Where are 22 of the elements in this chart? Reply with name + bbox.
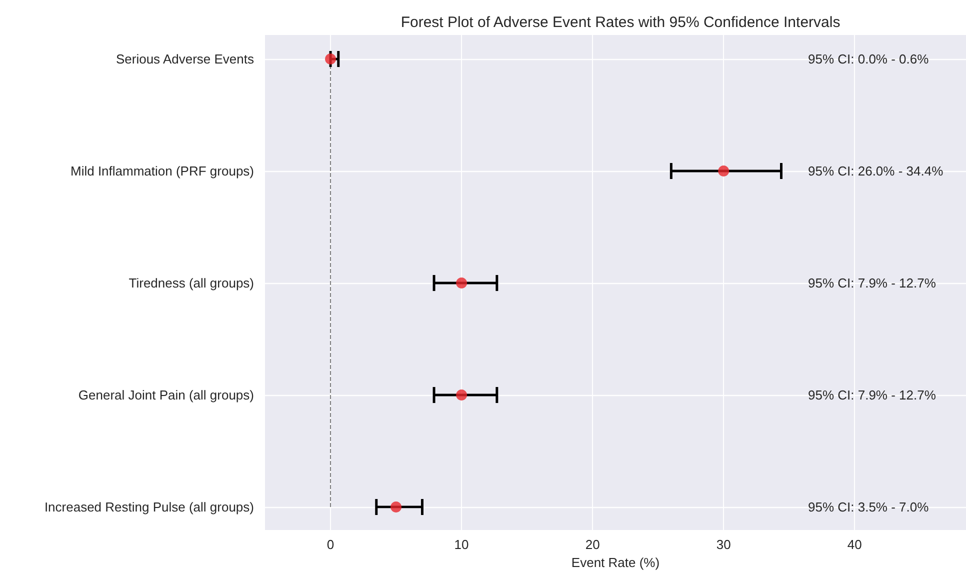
- y-tick-label: General Joint Pain (all groups): [78, 388, 254, 402]
- annotation: 95% CI: 26.0% - 34.4%: [808, 164, 944, 178]
- point: [325, 54, 336, 64]
- y-tick-label: Tiredness (all groups): [128, 276, 254, 290]
- y-tick-label: Mild Inflammation (PRF groups): [70, 164, 254, 178]
- x-tick-label: 0: [326, 537, 334, 552]
- point: [456, 278, 468, 288]
- point: [456, 390, 468, 400]
- annotation: 95% CI: 0.0% - 0.6%: [808, 52, 930, 66]
- annotation: 95% CI: 7.9% - 12.7%: [808, 388, 936, 402]
- point: [718, 166, 730, 176]
- x-axis-title: Event Rate (%): [571, 555, 660, 570]
- y-tick-label: Serious Adverse Events: [116, 52, 254, 66]
- annotation: 95% CI: 3.5% - 7.0%: [808, 500, 930, 514]
- point: [390, 502, 402, 512]
- y-tick-label: Increased Resting Pulse (all groups): [44, 500, 254, 514]
- x-tick-label: 30: [716, 537, 731, 552]
- x-tick-label: 40: [847, 537, 862, 552]
- x-tick-label: 20: [585, 537, 600, 552]
- annotation: 95% CI: 7.9% - 12.7%: [808, 276, 936, 290]
- chart-title: Forest Plot of Adverse Event Rates with 95% Confidence Intervals: [400, 14, 840, 31]
- x-tick-label: 10: [454, 537, 469, 552]
